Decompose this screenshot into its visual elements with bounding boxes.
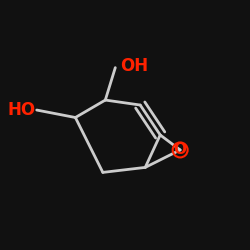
Text: OH: OH bbox=[120, 58, 148, 76]
Text: O: O bbox=[174, 142, 187, 158]
Text: HO: HO bbox=[7, 101, 36, 119]
